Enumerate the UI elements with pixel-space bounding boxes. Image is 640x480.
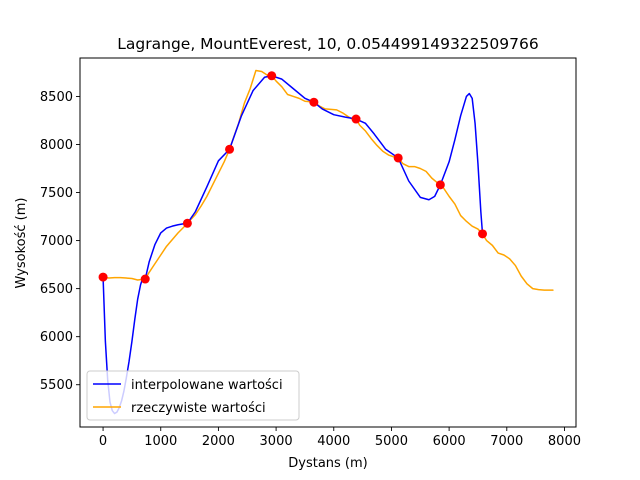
x-axis-label: Dystans (m)	[288, 456, 368, 471]
plot-frame	[79, 57, 577, 428]
chart-title: Lagrange, MountEverest, 10, 0.0544991493…	[117, 35, 538, 53]
y-tick-label: 6500	[40, 282, 73, 297]
y-tick-label: 7000	[40, 234, 73, 249]
node-point	[351, 114, 361, 124]
y-tick-label: 8500	[40, 90, 73, 105]
legend-label-interpolated: interpolowane wartości	[131, 378, 283, 393]
y-tick-label: 7500	[40, 186, 73, 201]
x-tick-label: 8000	[548, 434, 581, 449]
node-point	[182, 218, 192, 228]
node-point	[98, 272, 108, 282]
x-tick-label: 0	[99, 434, 107, 449]
node-point	[478, 229, 488, 239]
y-axis-ticks: 5500 6000 6500 7000 7500 8000 8500	[40, 90, 80, 393]
node-markers	[98, 71, 488, 284]
node-point	[225, 144, 235, 154]
x-tick-label: 2000	[202, 434, 235, 449]
legend: interpolowane wartości rzeczywiste warto…	[86, 370, 300, 421]
x-tick-label: 1000	[144, 434, 177, 449]
node-point	[267, 71, 277, 81]
y-axis-label: Wysokość (m)	[14, 198, 29, 289]
x-tick-label: 3000	[260, 434, 293, 449]
node-point	[435, 180, 445, 190]
x-tick-label: 7000	[490, 434, 523, 449]
y-tick-label: 8000	[40, 138, 73, 153]
node-point	[393, 153, 403, 163]
y-tick-label: 6000	[40, 330, 73, 345]
x-axis-ticks: 0 1000 2000 3000 4000 5000 6000 7000 8000	[99, 427, 581, 449]
node-point	[140, 274, 150, 284]
x-tick-label: 4000	[317, 434, 350, 449]
x-tick-label: 6000	[433, 434, 466, 449]
legend-label-actual: rzeczywiste wartości	[131, 401, 266, 416]
node-point	[309, 97, 319, 107]
legend-box	[86, 370, 300, 421]
x-tick-label: 5000	[375, 434, 408, 449]
series-line-actual	[102, 69, 554, 291]
y-tick-label: 5500	[40, 378, 73, 393]
